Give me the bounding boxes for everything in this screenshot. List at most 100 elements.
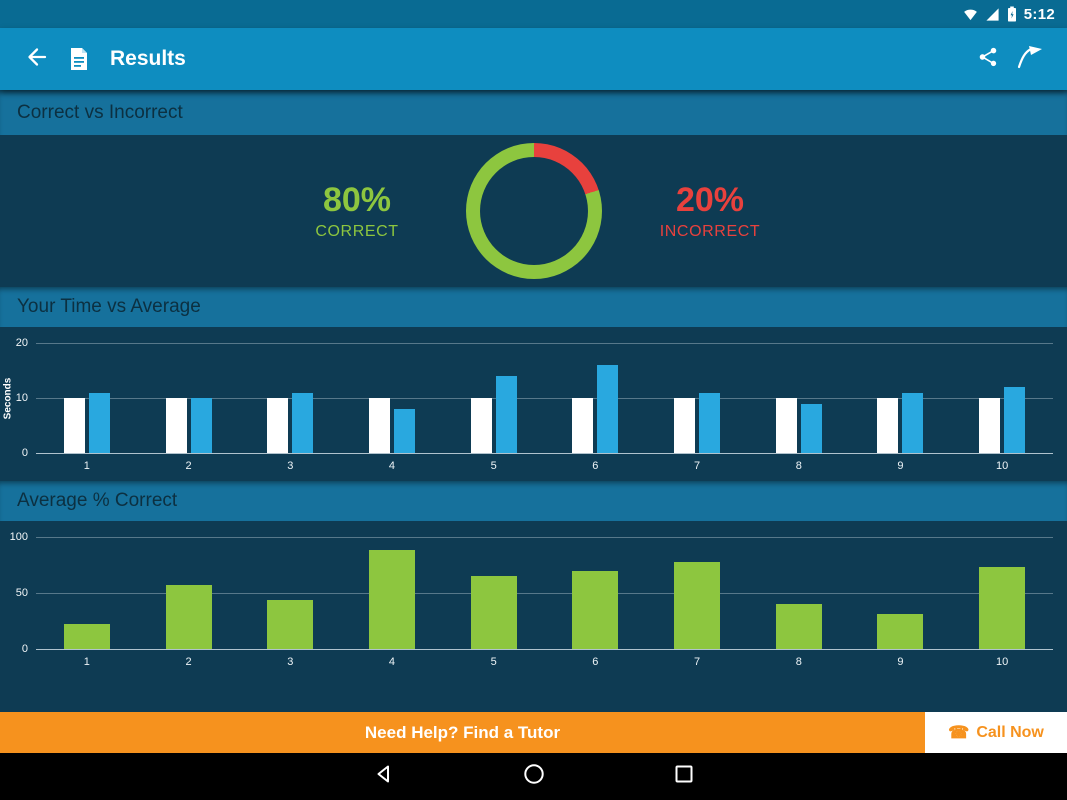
- section-title: Average % Correct: [17, 490, 178, 511]
- share-button[interactable]: [967, 38, 1009, 80]
- share-icon: [977, 46, 999, 73]
- nav-home-icon: [522, 762, 546, 791]
- bar-group: [138, 343, 240, 453]
- x-tick-label: 1: [83, 656, 90, 668]
- bar-average-correct: [63, 624, 110, 649]
- x-tick-label: 9: [897, 656, 904, 668]
- bar-your-time: [165, 398, 187, 453]
- y-tick-label: 0: [21, 643, 28, 655]
- y-axis: 0 50 100: [0, 531, 36, 655]
- x-axis: 1 2 3 4 5 6 7 8 9 10: [36, 453, 1053, 475]
- call-now-label: Call Now: [976, 723, 1044, 741]
- nav-recents-button[interactable]: [664, 757, 704, 797]
- x-axis-spacer: [0, 453, 36, 475]
- bar-group: [138, 537, 240, 649]
- wifi-icon: [963, 7, 978, 22]
- bar-group: [239, 343, 341, 453]
- plot-area: [36, 343, 1053, 454]
- x-tick-label: 4: [388, 656, 396, 668]
- bar-average-time: [902, 392, 924, 453]
- bar-group: [36, 343, 138, 453]
- back-button[interactable]: [16, 38, 58, 80]
- bar-group: [545, 537, 647, 649]
- phone-icon: ☎: [948, 723, 970, 742]
- x-tick-label: 10: [996, 460, 1009, 472]
- x-tick-label: 5: [490, 460, 497, 472]
- gridline: [36, 593, 1053, 594]
- gridline: [36, 343, 1053, 344]
- bar-group: [36, 537, 138, 649]
- y-axis: 0 10 20: [0, 337, 36, 459]
- bar-your-time: [267, 398, 289, 453]
- x-tick-label: 6: [592, 656, 599, 668]
- x-tick-label: 2: [185, 460, 192, 472]
- call-now-button[interactable]: ☎ Call Now: [925, 712, 1067, 753]
- x-tick-label: 4: [388, 460, 396, 472]
- nav-home-button[interactable]: [514, 757, 554, 797]
- bar-your-time: [63, 398, 85, 453]
- nav-recents-icon: [672, 762, 696, 791]
- section-header-time-vs-average: Your Time vs Average: [0, 287, 1067, 327]
- help-banner: Need Help? Find a Tutor ☎ Call Now: [0, 712, 1067, 753]
- x-tick-label: 7: [694, 656, 701, 668]
- bar-average-correct: [979, 567, 1026, 649]
- results-document-icon: [58, 38, 100, 80]
- bar-average-time: [88, 392, 110, 453]
- bar-group: [341, 537, 443, 649]
- x-tick-label: 3: [287, 460, 294, 472]
- bar-group: [545, 343, 647, 453]
- page-title: Results: [110, 47, 186, 70]
- arrow-left-icon: [25, 45, 49, 74]
- x-tick-label: 8: [795, 656, 802, 668]
- find-tutor-button[interactable]: Need Help? Find a Tutor: [364, 722, 561, 742]
- bar-average-correct: [775, 604, 822, 649]
- y-tick-label: 20: [15, 337, 28, 349]
- bar-group: [646, 343, 748, 453]
- bar-your-time: [674, 398, 696, 453]
- bar-groups: [36, 537, 1053, 649]
- bar-average-correct: [572, 570, 619, 649]
- x-axis: 1 2 3 4 5 6 7 8 9 10: [36, 649, 1053, 671]
- x-tick-label: 2: [185, 656, 192, 668]
- donut-chart: [465, 143, 602, 279]
- bar-average-time: [597, 365, 619, 453]
- bar-average-time: [699, 392, 721, 453]
- y-tick-label: 10: [15, 392, 28, 404]
- flag-button[interactable]: [1009, 38, 1051, 80]
- bar-average-time: [393, 409, 415, 453]
- x-tick-label: 10: [996, 656, 1009, 668]
- x-tick-label: 1: [83, 460, 90, 472]
- gridline: [36, 453, 1053, 454]
- bar-groups: [36, 343, 1053, 453]
- bar-average-correct: [877, 614, 924, 649]
- bar-group: [646, 537, 748, 649]
- plot-area: [36, 537, 1053, 650]
- nav-back-button[interactable]: [364, 757, 404, 797]
- donut-hole: [479, 157, 588, 265]
- bar-average-time: [495, 376, 517, 453]
- bottom-gap: [0, 681, 1067, 712]
- incorrect-label: INCORRECT: [659, 223, 761, 240]
- app-bar: Results: [0, 28, 1067, 90]
- flag-icon: [1016, 44, 1044, 75]
- bar-group: [443, 343, 545, 453]
- bar-group: [951, 537, 1053, 649]
- time-vs-average-chart: Seconds 0 10 20 1 2 3 4 5 6 7 8 9 10: [0, 327, 1067, 481]
- section-header-correct-vs-incorrect: Correct vs Incorrect: [0, 90, 1067, 135]
- bar-average-correct: [267, 599, 314, 649]
- bar-average-correct: [674, 561, 721, 649]
- status-bar: 5:12: [0, 0, 1067, 28]
- bar-group: [748, 537, 850, 649]
- x-tick-label: 7: [694, 460, 701, 472]
- bar-group: [748, 343, 850, 453]
- incorrect-percent: 20%: [675, 181, 745, 219]
- bar-your-time: [572, 398, 594, 453]
- correct-percent: 80%: [322, 181, 392, 219]
- section-title: Your Time vs Average: [17, 296, 201, 317]
- bar-your-time: [877, 398, 899, 453]
- bar-group: [443, 537, 545, 649]
- bar-group: [850, 537, 952, 649]
- android-nav-bar: [0, 753, 1067, 800]
- bar-group: [239, 537, 341, 649]
- bar-your-time: [775, 398, 797, 453]
